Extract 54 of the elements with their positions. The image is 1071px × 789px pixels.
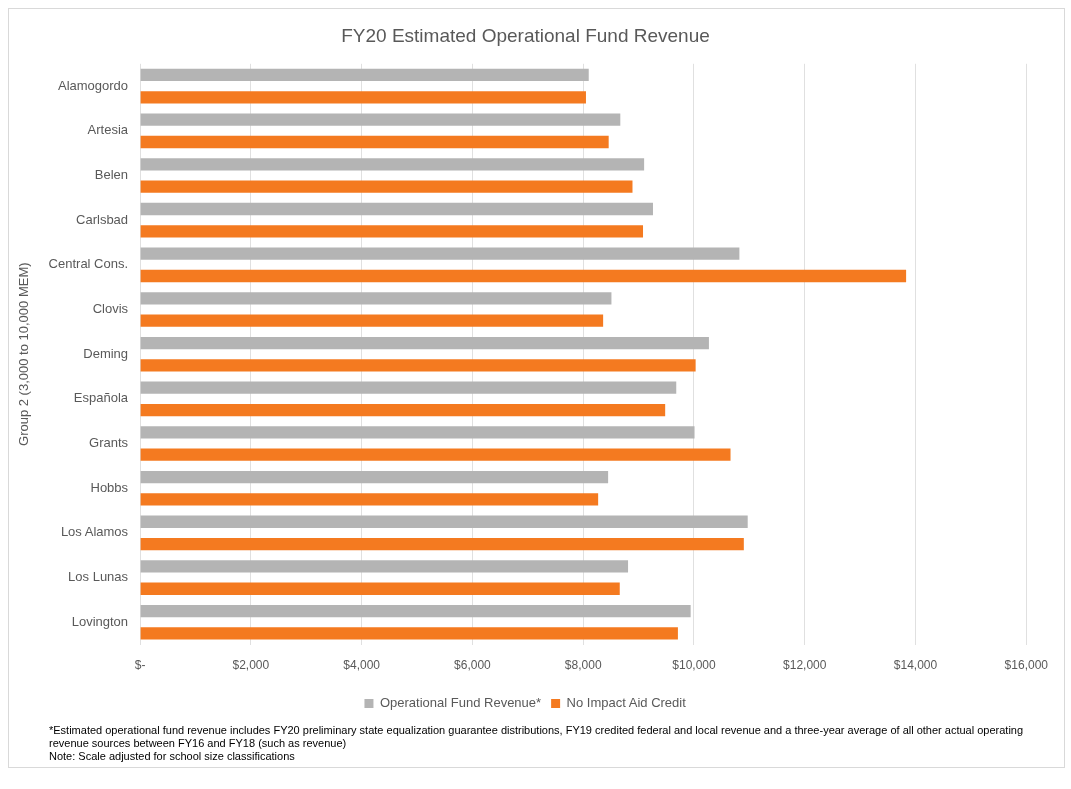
y-tick-label: Grants bbox=[89, 435, 129, 451]
bar bbox=[140, 247, 740, 260]
bar bbox=[140, 403, 666, 417]
bar bbox=[140, 113, 621, 126]
y-tick-label: Clovis bbox=[92, 301, 129, 317]
bar bbox=[140, 68, 589, 82]
legend-label: Operational Fund Revenue* bbox=[379, 695, 542, 711]
chart-title: FY20 Estimated Operational Fund Revenue bbox=[341, 24, 710, 46]
y-tick-label: Deming bbox=[83, 345, 129, 361]
text: *Estimated operational fund revenue includes FY20 preliminary state equalization guarantee distributions, FY19 credited federal and local revenue and a three-year average of all other actual operating revenue sources between FY16 and FY18 (such as revenue) bbox=[49, 724, 1024, 750]
x-tick-label: $8,000 bbox=[564, 658, 602, 673]
bar bbox=[140, 604, 691, 618]
x-tick-label: $4,000 bbox=[343, 658, 381, 673]
bar bbox=[140, 135, 609, 149]
bar bbox=[140, 515, 748, 528]
y-tick-label: Central Cons. bbox=[48, 256, 129, 272]
bar bbox=[140, 292, 612, 305]
y-tick-label: Lovington bbox=[71, 613, 129, 629]
legend-label: No Impact Aid Credit bbox=[566, 695, 687, 711]
y-tick-label: Artesia bbox=[87, 122, 129, 138]
y-tick-label: Española bbox=[73, 390, 129, 406]
x-tick-label: $14,000 bbox=[893, 658, 938, 673]
y-tick-label: Hobbs bbox=[90, 479, 129, 495]
y-tick-label: Belen bbox=[94, 167, 129, 183]
y-tick-label: Alamogordo bbox=[57, 77, 129, 93]
bar bbox=[140, 493, 599, 506]
bar bbox=[140, 359, 696, 372]
x-tick-label: $16,000 bbox=[1004, 658, 1049, 673]
bar bbox=[140, 202, 653, 216]
text: Note: Scale adjusted for school size classifications bbox=[49, 750, 296, 763]
bar bbox=[140, 314, 604, 327]
y-tick-label: Los Alamos bbox=[60, 524, 129, 540]
x-tick-label: $2,000 bbox=[232, 658, 270, 673]
y-tick-label: Carlsbad bbox=[76, 211, 129, 227]
y-tick-label: Los Lunas bbox=[68, 569, 129, 585]
bar bbox=[140, 582, 620, 595]
bar bbox=[140, 448, 731, 461]
x-tick-label: $10,000 bbox=[672, 658, 716, 673]
y-axis-title: Group 2 (3,000 to 10,000 MEM) bbox=[16, 262, 32, 446]
bar bbox=[140, 470, 609, 484]
x-tick-label: $- bbox=[134, 658, 146, 673]
bar bbox=[140, 381, 677, 394]
bar bbox=[140, 91, 586, 104]
bar bbox=[140, 336, 709, 350]
x-tick-label: $6,000 bbox=[454, 658, 492, 673]
bar bbox=[140, 180, 633, 193]
bar bbox=[140, 225, 644, 238]
x-tick-label: $12,000 bbox=[783, 658, 827, 673]
bar bbox=[140, 627, 678, 640]
bar bbox=[140, 537, 744, 551]
bar bbox=[140, 560, 629, 573]
bar bbox=[140, 426, 695, 439]
bar bbox=[140, 158, 645, 171]
bar bbox=[140, 269, 907, 283]
